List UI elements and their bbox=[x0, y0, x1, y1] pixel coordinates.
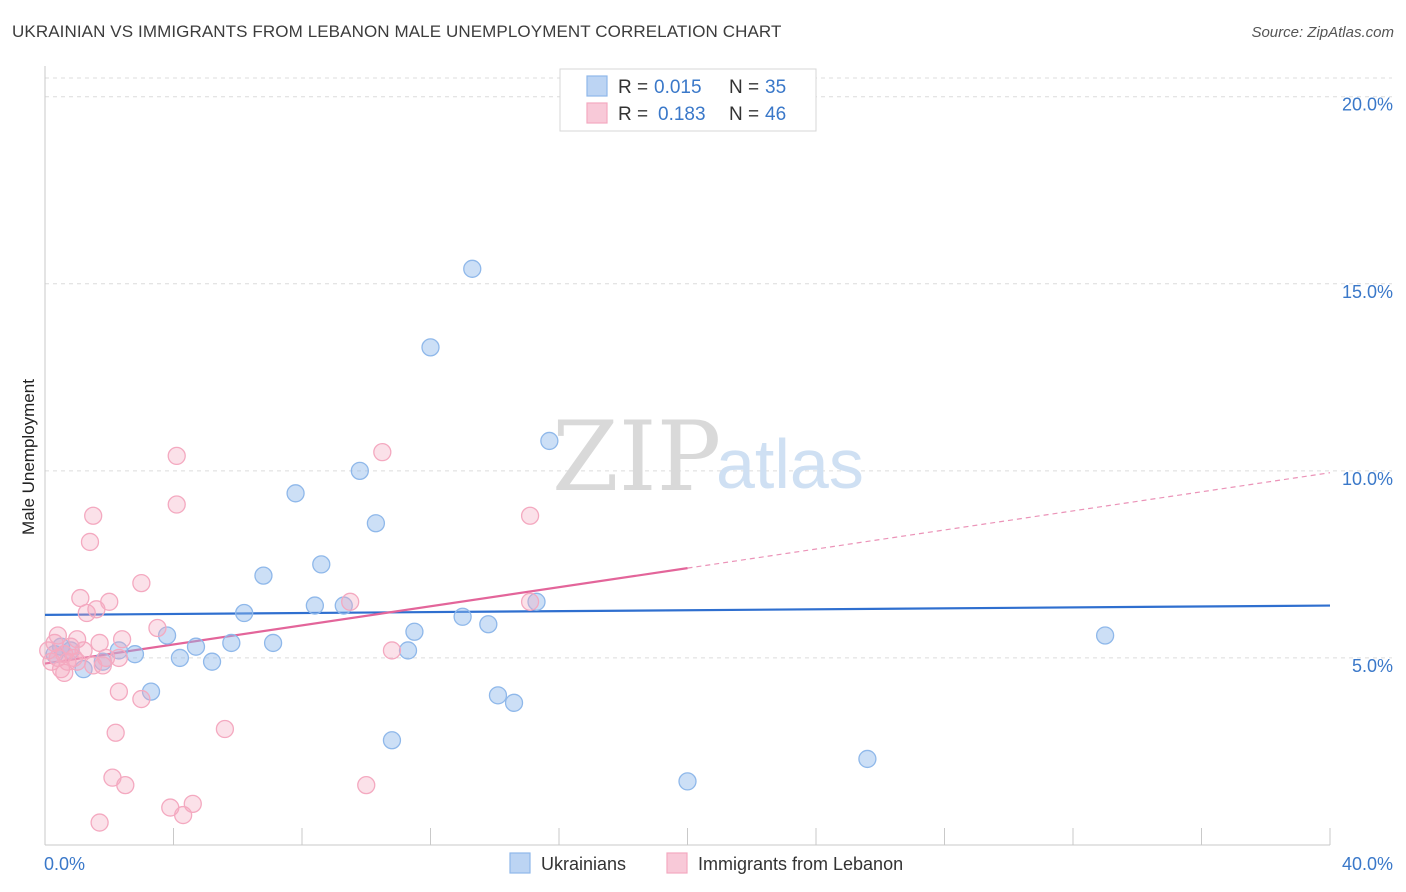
data-point-lebanon bbox=[373, 442, 392, 462]
data-point-lebanon bbox=[132, 573, 151, 593]
data-point-ukrainians bbox=[235, 603, 254, 623]
data-point-lebanon bbox=[215, 719, 235, 739]
data-point-lebanon bbox=[112, 630, 132, 649]
legend-swatch-ukrainians bbox=[586, 75, 608, 97]
data-point-lebanon bbox=[357, 775, 376, 795]
data-point-ukrainians bbox=[527, 592, 546, 611]
data-points bbox=[39, 259, 1115, 832]
series-swatch-lebanon bbox=[666, 852, 688, 874]
data-point-lebanon bbox=[84, 656, 103, 675]
data-point-lebanon bbox=[520, 592, 540, 611]
data-point-lebanon bbox=[84, 506, 103, 525]
data-point-ukrainians bbox=[222, 633, 241, 653]
data-point-ukrainians bbox=[504, 693, 524, 712]
watermark: ZIP atlas bbox=[552, 401, 864, 513]
data-point-ukrainians bbox=[312, 555, 331, 574]
trend-line-extension-lebanon bbox=[687, 472, 1331, 569]
data-point-ukrainians bbox=[488, 686, 508, 705]
data-point-ukrainians bbox=[398, 641, 418, 660]
data-point-ukrainians bbox=[157, 626, 177, 645]
y-tick-label: 15.0% bbox=[1342, 282, 1393, 302]
data-point-lebanon bbox=[109, 682, 129, 701]
y-tick-label: 10.0% bbox=[1342, 469, 1393, 489]
data-point-lebanon bbox=[167, 495, 186, 514]
data-point-lebanon bbox=[382, 641, 402, 660]
chart-source: Source: ZipAtlas.com bbox=[1251, 24, 1394, 41]
axes bbox=[44, 66, 1331, 846]
legend-r-label-2: R = bbox=[618, 104, 648, 125]
data-point-ukrainians bbox=[678, 772, 697, 791]
data-point-lebanon bbox=[67, 630, 87, 649]
trend-lines bbox=[44, 472, 1331, 665]
data-point-ukrainians bbox=[170, 648, 190, 668]
data-point-lebanon bbox=[109, 648, 129, 668]
grid-lines bbox=[45, 77, 1392, 659]
y-tick-label: 20.0% bbox=[1342, 95, 1393, 115]
data-point-lebanon bbox=[55, 663, 74, 683]
legend-swatch-lebanon bbox=[586, 102, 608, 124]
data-point-ukrainians bbox=[479, 615, 498, 634]
series-label-ukrainians: Ukrainians bbox=[541, 854, 626, 874]
data-point-ukrainians bbox=[125, 645, 145, 664]
data-point-ukrainians bbox=[1095, 626, 1115, 645]
data-point-ukrainians bbox=[858, 749, 877, 769]
data-point-lebanon bbox=[341, 592, 360, 611]
data-point-lebanon bbox=[183, 794, 202, 813]
data-point-lebanon bbox=[148, 618, 167, 638]
y-axis-label: Male Unemployment bbox=[19, 379, 38, 535]
data-point-ukrainians bbox=[254, 566, 273, 585]
data-point-lebanon bbox=[77, 603, 96, 623]
data-point-ukrainians bbox=[186, 637, 206, 656]
trend-line-ukrainians bbox=[44, 604, 1331, 616]
tick-labels: 5.0% 10.0% 15.0% 20.0% 0.0% 40.0% bbox=[44, 95, 1393, 874]
watermark-atlas: atlas bbox=[716, 425, 864, 503]
data-point-ukrainians bbox=[350, 461, 369, 481]
data-point-lebanon bbox=[167, 446, 186, 466]
data-point-ukrainians bbox=[405, 622, 424, 641]
x-tick-label-max: 40.0% bbox=[1342, 854, 1393, 874]
series-legend: Ukrainians Immigrants from Lebanon bbox=[509, 852, 903, 874]
legend-n-value-2: 46 bbox=[765, 104, 786, 125]
series-swatch-ukrainians bbox=[509, 852, 531, 874]
legend-n-label-2: N = bbox=[729, 104, 759, 125]
correlation-legend: R = 0.015 N = 35 R = 0.183 N = 46 bbox=[559, 68, 817, 132]
data-point-lebanon bbox=[80, 532, 100, 552]
legend-r-value-1: 0.015 bbox=[654, 77, 702, 98]
legend-r-label-1: R = bbox=[618, 77, 648, 98]
legend-r-value-2: 0.183 bbox=[658, 104, 706, 125]
data-point-ukrainians bbox=[366, 514, 386, 533]
data-point-lebanon bbox=[132, 689, 151, 709]
y-tick-label: 5.0% bbox=[1352, 656, 1393, 676]
watermark-zip: ZIP bbox=[552, 401, 721, 513]
legend-n-value-1: 35 bbox=[765, 77, 786, 98]
data-point-ukrainians bbox=[421, 338, 440, 357]
data-point-lebanon bbox=[520, 506, 540, 525]
data-point-lebanon bbox=[106, 723, 125, 742]
trend-line-lebanon bbox=[44, 567, 688, 665]
data-point-ukrainians bbox=[382, 731, 402, 750]
data-point-ukrainians bbox=[286, 484, 305, 503]
data-point-lebanon bbox=[48, 626, 67, 645]
data-point-lebanon bbox=[116, 775, 135, 795]
chart-title: UKRAINIAN VS IMMIGRANTS FROM LEBANON MAL… bbox=[12, 22, 782, 41]
x-tick-label-min: 0.0% bbox=[44, 854, 85, 874]
data-point-ukrainians bbox=[263, 633, 283, 653]
data-point-lebanon bbox=[90, 813, 109, 832]
data-point-lebanon bbox=[100, 592, 119, 611]
data-point-lebanon bbox=[74, 641, 93, 660]
legend-n-label-1: N = bbox=[729, 77, 759, 98]
data-point-ukrainians bbox=[305, 596, 325, 615]
series-label-lebanon: Immigrants from Lebanon bbox=[698, 854, 903, 874]
data-point-ukrainians bbox=[463, 259, 482, 278]
data-point-ukrainians bbox=[540, 431, 559, 451]
data-point-ukrainians bbox=[202, 652, 222, 671]
data-point-ukrainians bbox=[453, 607, 472, 626]
data-point-ukrainians bbox=[141, 682, 161, 701]
